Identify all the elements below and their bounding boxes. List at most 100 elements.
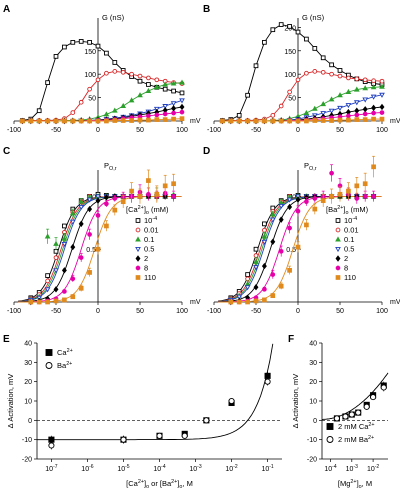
data-point [244, 285, 251, 291]
data-point [162, 104, 169, 110]
data-point [179, 109, 185, 115]
legend-marker [135, 275, 141, 280]
data-point [337, 191, 343, 197]
data-point [328, 108, 335, 114]
data-point [78, 220, 84, 228]
data-point [253, 246, 259, 252]
data-point [95, 118, 101, 124]
y-tick-label: 10 [309, 399, 317, 406]
y-tick-label: 150 [84, 49, 96, 56]
panel-label: D [203, 146, 210, 157]
x-axis-label: [Ca2+]o or [Ba2+]o, M [126, 479, 193, 490]
data-point [278, 216, 284, 223]
data-point [379, 92, 385, 98]
data-point [112, 118, 118, 123]
data-point [112, 69, 118, 74]
data-point [78, 99, 84, 105]
legend-label-part: 8 [144, 264, 148, 273]
data-point [179, 103, 185, 111]
data-point [320, 101, 327, 107]
data-point [345, 88, 352, 94]
x-tick-label: -50 [51, 127, 61, 134]
panel-label: E [3, 334, 10, 345]
data-point [146, 117, 151, 123]
x-tick-label: 10-1 [261, 464, 273, 473]
data-point [354, 107, 360, 114]
x-tick-label: 10-6 [81, 464, 93, 473]
data-point [69, 219, 76, 225]
x-tick-label-part: -2 [375, 464, 380, 470]
data-point [245, 272, 250, 277]
panel-e: E -20 -10 0 10 20 30 40 Δ Activation, mV [3, 334, 282, 464]
data-point [379, 83, 385, 89]
data-point [287, 225, 292, 231]
data-point [112, 207, 118, 213]
legend-marker [135, 265, 141, 271]
data-point [362, 194, 368, 199]
data-point [379, 116, 385, 122]
data-point [137, 73, 143, 79]
data-point [181, 432, 188, 439]
legend-title-part: 2+ [138, 205, 144, 211]
data-point [270, 293, 276, 299]
data-point [162, 111, 168, 117]
y-tick-label: 0 [313, 418, 317, 425]
y-axis-label: Δ Activation, mV [291, 374, 300, 429]
data-point [320, 198, 326, 203]
data-point [53, 286, 59, 293]
data-point [62, 44, 67, 50]
legend-marker [135, 247, 141, 253]
data-point [228, 397, 235, 405]
legend-label: 2 mM Ba2+ [338, 435, 374, 444]
data-point [78, 285, 84, 291]
legend-marker [326, 436, 334, 443]
y-tick-label: 20 [309, 379, 317, 386]
data-point [354, 117, 360, 122]
x-axis-label-part: 2+ [350, 479, 356, 485]
y-tick-label: 40 [309, 341, 317, 348]
legend-title-part: (mM) [349, 205, 369, 214]
data-point [371, 104, 377, 112]
legend-label-part: 2+ [66, 361, 72, 367]
data-point [278, 203, 285, 210]
x-tick-label-part: 10 [45, 466, 53, 473]
data-point [253, 258, 259, 264]
data-point [162, 183, 168, 189]
data-point [269, 211, 276, 217]
data-point [48, 436, 55, 443]
x-tick-label-part: -4 [332, 464, 337, 470]
legend-marker [326, 423, 334, 430]
data-point [95, 43, 101, 49]
y-tick-label: 20 [24, 379, 32, 386]
x-tick-label-part: -4 [161, 464, 166, 470]
data-point [270, 113, 276, 118]
data-point [346, 117, 351, 123]
data-point [362, 85, 369, 91]
data-point [362, 111, 368, 117]
legend-title-part: 2+ [337, 205, 343, 211]
data-point [95, 194, 101, 200]
y-tick-label: 30 [24, 360, 32, 367]
data-point [262, 227, 267, 233]
data-point [371, 164, 376, 170]
data-point [371, 194, 376, 199]
x-tick-label: 0 [96, 308, 100, 315]
data-point [53, 298, 59, 304]
legend-label: 0.01 [144, 226, 159, 235]
y-tick-label: -20 [307, 457, 317, 464]
data-point [278, 118, 284, 124]
data-point [262, 297, 267, 303]
y-tick-label: 0.5 [286, 247, 296, 254]
data-point [87, 118, 92, 124]
y-tick-label: 10 [24, 399, 32, 406]
data-point [179, 98, 185, 104]
data-point [104, 201, 109, 207]
x-tick-label: -100 [7, 127, 21, 134]
x-tick-label: 0 [296, 127, 300, 134]
data-point [253, 284, 259, 291]
x-tick-label: -50 [251, 127, 261, 134]
data-point [171, 181, 176, 187]
data-point [179, 90, 185, 96]
legend-label-part: 10 [344, 216, 352, 225]
data-point [154, 112, 160, 118]
